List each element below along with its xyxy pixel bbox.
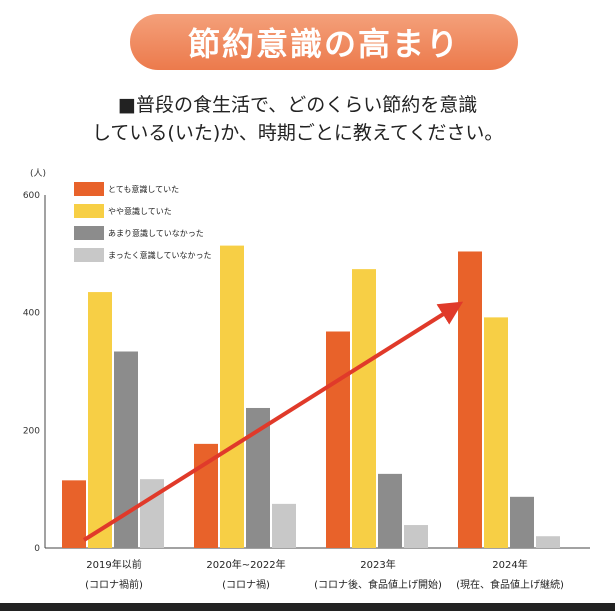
y-axis-unit: (人) [30, 168, 46, 179]
legend-label: まったく意識していなかった [108, 250, 211, 260]
legend-label: とても意識していた [108, 184, 179, 194]
bar-2-2 [220, 245, 244, 548]
x-tick-sublabel: (コロナ後、食品値上げ開始) [314, 578, 442, 591]
y-tick-label: 0 [34, 544, 40, 554]
legend-swatch [74, 226, 104, 240]
legend-label: あまり意識していなかった [108, 228, 204, 238]
x-tick-label: 2020年~2022年 [206, 558, 285, 571]
bar-4-3 [510, 496, 534, 548]
bar-3-3 [378, 473, 402, 548]
bar-2-4 [272, 503, 296, 548]
bar-4-1 [458, 251, 482, 549]
page-title: 節約意識の高まり [130, 14, 518, 70]
bar-4-4 [536, 536, 560, 548]
x-tick-label: 2024年 [492, 558, 527, 571]
bar-3-4 [404, 525, 428, 548]
legend-swatch [74, 248, 104, 262]
bar-1-1 [62, 480, 86, 548]
y-tick-label: 400 [23, 309, 40, 319]
subtitle-line-1: ■普段の食生活で、どのくらい節約を意識 [118, 94, 478, 116]
trend-arrow [82, 301, 464, 542]
y-tick-label: 600 [23, 191, 40, 201]
x-tick-sublabel: (コロナ禍) [222, 578, 270, 591]
legend-swatch [74, 182, 104, 196]
legend-swatch [74, 204, 104, 218]
bar-3-1 [326, 331, 350, 548]
bar-4-2 [484, 317, 508, 548]
x-tick-label: 2023年 [360, 558, 395, 571]
x-tick-sublabel: (現在、食品値上げ継続) [456, 578, 564, 591]
y-tick-label: 200 [23, 426, 40, 436]
bar-1-4 [140, 479, 164, 548]
bottom-border [0, 603, 615, 611]
legend-label: やや意識していた [108, 206, 172, 216]
x-tick-label: 2019年以前 [86, 558, 141, 571]
subtitle-line-2: している(いた)か、時期ごとに教えてください。 [92, 122, 504, 144]
bar-1-2 [88, 292, 112, 548]
x-tick-sublabel: (コロナ禍前) [85, 578, 143, 591]
bar-3-2 [352, 269, 376, 548]
